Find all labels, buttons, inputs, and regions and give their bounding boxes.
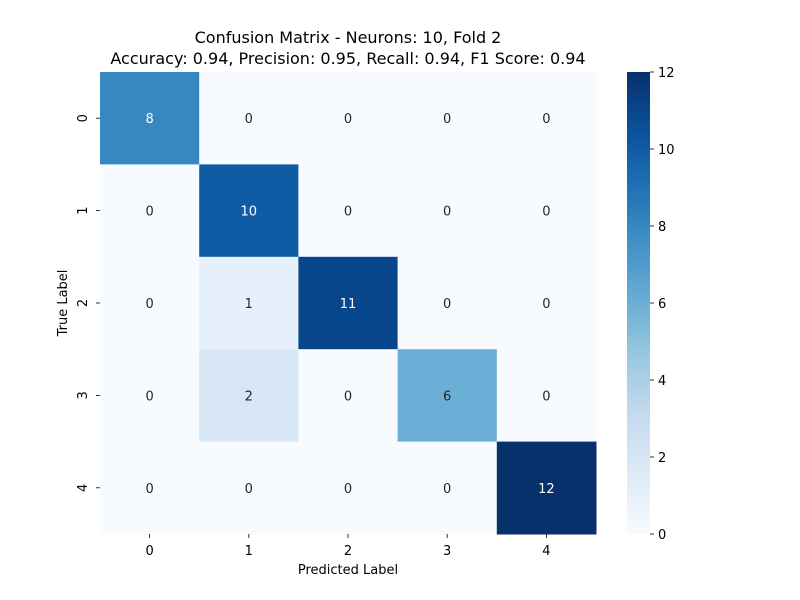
cell-value-label: 0 [443,112,451,127]
heatmap-cell [397,164,498,258]
y-tick-label: 2 [76,299,91,307]
heatmap-cell [199,164,299,258]
colorbar-ticks: 0 2 4 6 8 10 12 [650,66,675,543]
heatmap-cell [496,256,597,350]
cell-value-label: 12 [538,482,555,497]
cell-value-label: 0 [443,482,451,497]
heatmap-cell [100,349,200,443]
y-tick-label: 1 [76,206,91,214]
heatmap-cell [199,349,299,443]
y-tick-label: 4 [76,484,91,492]
cell-value-label: 0 [344,482,352,497]
x-tick-label: 4 [542,544,550,559]
cell-value-label: 0 [145,482,153,497]
colorbar-tick-label: 4 [658,374,666,389]
cell-value-label: 0 [443,297,451,312]
chart-title-line-2: Accuracy: 0.94, Precision: 0.95, Recall:… [110,49,585,68]
heatmap-cell-labels: 8 0 0 0 00 10 0 0 00 1 11 0 00 2 0 6 00 0 0 0 12 [145,112,554,497]
cell-value-label: 10 [241,205,258,220]
colorbar-tick-label: 2 [658,451,666,466]
heatmap-cell [496,349,597,443]
cell-value-label: 1 [245,297,253,312]
heatmap-cell [199,441,299,535]
cell-value-label: 0 [145,205,153,220]
heatmap-cell [496,72,597,165]
colorbar-tick-label: 0 [658,528,666,543]
cell-value-label: 0 [542,297,550,312]
x-tick-label: 1 [245,544,253,559]
cell-value-label: 0 [443,205,451,220]
cell-value-label: 0 [245,482,253,497]
y-axis-label: True Label [56,270,71,338]
heatmap-cell [298,72,399,165]
heatmap-cell [298,256,399,350]
cell-value-label: 0 [542,112,550,127]
x-tick-label: 2 [344,544,352,559]
heatmap-cell [496,164,597,258]
chart-title-line-1: Confusion Matrix - Neurons: 10, Fold 2 [195,28,502,47]
x-tick-label: 3 [443,544,451,559]
colorbar-tick-label: 12 [658,66,675,81]
colorbar [627,72,650,534]
y-axis-ticks: 0 1 2 3 4 [76,114,100,492]
cell-value-label: 6 [443,389,451,404]
heatmap-cell [298,349,399,443]
x-tick-label: 0 [145,544,153,559]
cell-value-label: 8 [145,112,153,127]
cell-value-label: 0 [344,112,352,127]
heatmap-cell [199,72,299,165]
heatmap-cell [100,72,200,165]
heatmap-cell [298,164,399,258]
cell-value-label: 11 [340,297,357,312]
heatmap-cell [100,441,200,535]
heatmap-cell [397,72,498,165]
y-tick-label: 3 [76,391,91,399]
heatmap-cell [397,256,498,350]
cell-value-label: 0 [344,389,352,404]
cell-value-label: 0 [542,205,550,220]
colorbar-tick-label: 8 [658,220,666,235]
cell-value-label: 2 [245,389,253,404]
x-axis-ticks: 0 1 2 3 4 [145,534,551,559]
heatmap-cell [397,349,498,443]
heatmap-cell [100,164,200,258]
heatmap-cell [199,256,299,350]
heatmap-cell [100,256,200,350]
cell-value-label: 0 [542,389,550,404]
cell-value-label: 0 [145,297,153,312]
cell-value-label: 0 [245,112,253,127]
cell-value-label: 0 [344,205,352,220]
heatmap-cell [298,441,399,535]
heatmap-cell [397,441,498,535]
colorbar-tick-label: 6 [658,297,666,312]
y-tick-label: 0 [76,114,91,122]
heatmap-cells [100,72,597,535]
x-axis-label: Predicted Label [298,563,398,578]
colorbar-tick-label: 10 [658,143,675,158]
heatmap-cell [496,441,597,535]
cell-value-label: 0 [145,389,153,404]
